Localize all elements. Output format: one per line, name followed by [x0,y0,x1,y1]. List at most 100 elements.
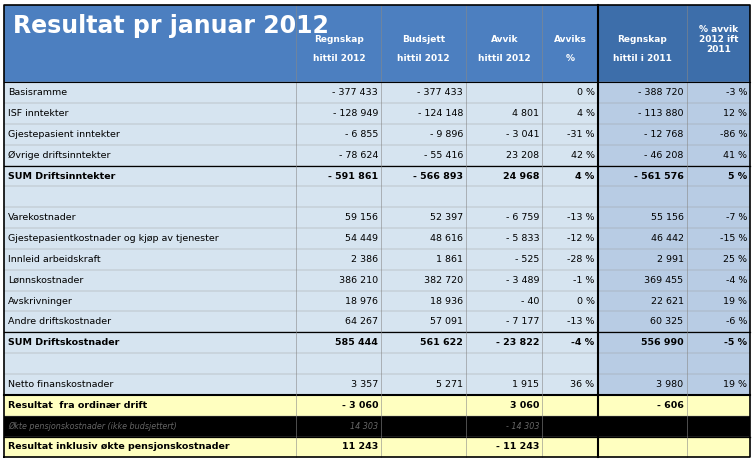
Text: 4 %: 4 % [575,171,594,181]
Text: - 5 833: - 5 833 [506,234,539,243]
Text: %: % [566,55,575,63]
Text: Varekostnader: Varekostnader [8,213,77,222]
Text: 25 %: 25 % [723,255,747,264]
Text: Økte pensjonskostnader (ikke budsjettert): Økte pensjonskostnader (ikke budsjettert… [8,421,177,431]
Text: - 525: - 525 [515,255,539,264]
Text: 585 444: 585 444 [336,338,379,347]
Bar [597,249,750,270]
Bar [4,311,597,332]
Text: 18 936: 18 936 [430,297,463,305]
Bar [4,187,597,207]
Text: 57 091: 57 091 [430,317,463,327]
Text: -15 %: -15 % [720,234,747,243]
Text: 22 621: 22 621 [651,297,684,305]
Text: 19 %: 19 % [723,380,747,389]
Bar [4,124,597,145]
Text: 369 455: 369 455 [645,276,684,285]
Text: 23 208: 23 208 [506,151,539,160]
Text: - 3 060: - 3 060 [342,401,379,410]
Text: 12 %: 12 % [723,109,747,118]
Text: - 6 855: - 6 855 [345,130,379,139]
Text: 0 %: 0 % [577,297,594,305]
Text: -12 %: -12 % [567,234,594,243]
Bar [597,311,750,332]
Text: - 561 576: - 561 576 [633,171,684,181]
Text: 48 616: 48 616 [430,234,463,243]
Text: Lønnskostnader: Lønnskostnader [8,276,84,285]
Text: -31 %: -31 % [567,130,594,139]
Text: hittil 2012: hittil 2012 [478,55,531,63]
Text: % avvik
2012 ift
2011: % avvik 2012 ift 2011 [699,24,738,55]
Text: 18 976: 18 976 [345,297,379,305]
Text: - 3 041: - 3 041 [506,130,539,139]
Bar [4,270,597,291]
Text: 59 156: 59 156 [345,213,379,222]
Text: -1 %: -1 % [573,276,594,285]
Text: - 11 243: - 11 243 [496,443,539,451]
Text: 19 %: 19 % [723,297,747,305]
Text: - 377 433: - 377 433 [417,88,463,97]
Text: hittil i 2011: hittil i 2011 [613,55,672,63]
Bar [597,353,750,374]
Bar [4,207,597,228]
Text: Andre driftskostnader: Andre driftskostnader [8,317,112,327]
Text: 3 980: 3 980 [657,380,684,389]
Text: - 113 880: - 113 880 [638,109,684,118]
Text: -4 %: -4 % [726,276,747,285]
Bar [597,270,750,291]
Text: - 46 208: - 46 208 [644,151,684,160]
Text: Avskrivninger: Avskrivninger [8,297,73,305]
Text: - 124 148: - 124 148 [418,109,463,118]
Text: - 14 303: - 14 303 [506,422,539,431]
Text: Regnskap: Regnskap [314,35,363,44]
Text: hittil 2012: hittil 2012 [397,55,450,63]
Text: 41 %: 41 % [723,151,747,160]
Text: 1 915: 1 915 [513,380,539,389]
Text: - 6 759: - 6 759 [506,213,539,222]
Text: - 591 861: - 591 861 [328,171,379,181]
Bar [4,5,750,82]
Text: 556 990: 556 990 [641,338,684,347]
Text: Avvik: Avvik [491,35,518,44]
Text: SUM Driftskostnader: SUM Driftskostnader [8,338,120,347]
Text: 24 968: 24 968 [503,171,539,181]
Text: 561 622: 561 622 [420,338,463,347]
Text: 11 243: 11 243 [342,443,379,451]
Bar [597,82,750,103]
Text: 4 801: 4 801 [513,109,539,118]
Text: Innleid arbeidskraft: Innleid arbeidskraft [8,255,101,264]
Text: 52 397: 52 397 [430,213,463,222]
Bar [597,437,750,457]
Text: - 12 768: - 12 768 [644,130,684,139]
Text: - 40: - 40 [521,297,539,305]
Text: 3 060: 3 060 [510,401,539,410]
Bar [4,374,597,395]
Text: -7 %: -7 % [726,213,747,222]
Text: -3 %: -3 % [725,88,747,97]
Bar [4,291,597,311]
Text: -13 %: -13 % [567,317,594,327]
Text: - 566 893: - 566 893 [413,171,463,181]
Text: Regnskap: Regnskap [618,35,667,44]
Bar [597,291,750,311]
Bar [597,207,750,228]
Text: - 55 416: - 55 416 [424,151,463,160]
Text: 42 %: 42 % [571,151,594,160]
Bar [4,145,597,165]
Text: - 9 896: - 9 896 [430,130,463,139]
Text: 2 386: 2 386 [351,255,379,264]
Text: 36 %: 36 % [571,380,594,389]
Text: ISF inntekter: ISF inntekter [8,109,69,118]
Text: -6 %: -6 % [726,317,747,327]
Bar [4,332,597,353]
Bar [4,165,597,187]
Text: Resultat inklusiv økte pensjonskostnader: Resultat inklusiv økte pensjonskostnader [8,443,230,451]
Bar [4,249,597,270]
Bar [597,228,750,249]
Text: 5 271: 5 271 [436,380,463,389]
Bar [597,374,750,395]
Text: 3 357: 3 357 [351,380,379,389]
Text: 54 449: 54 449 [345,234,379,243]
Bar [4,353,597,374]
Text: 46 442: 46 442 [651,234,684,243]
